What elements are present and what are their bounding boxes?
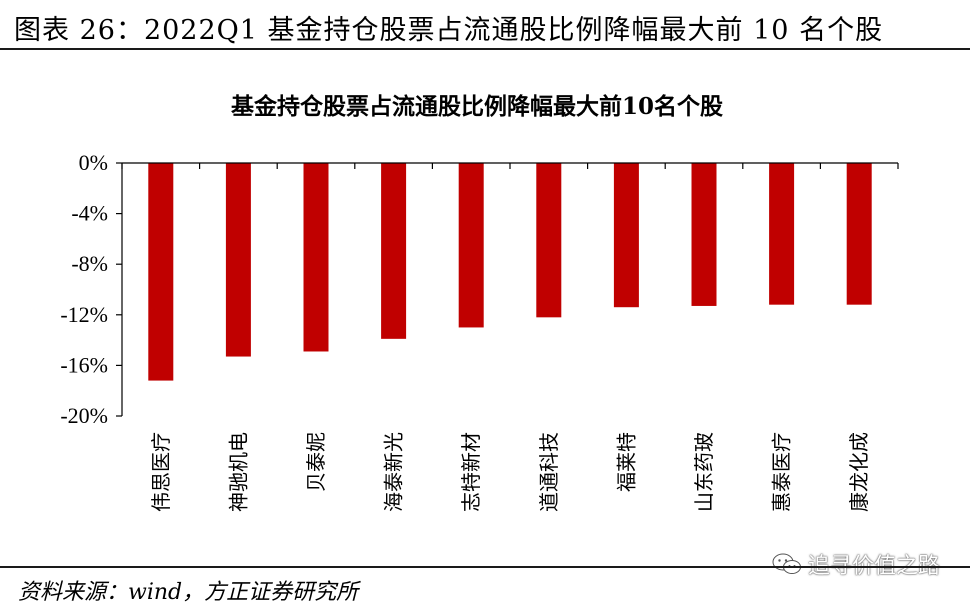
category-label: 志特新材 <box>459 432 483 512</box>
bars <box>148 163 872 381</box>
y-tick-label: -4% <box>71 201 108 226</box>
bar <box>225 163 251 357</box>
category-label: 贝泰妮 <box>304 432 328 492</box>
y-tick-label: -12% <box>60 302 108 327</box>
bar <box>148 163 174 381</box>
bar <box>613 163 639 308</box>
y-tick-label: -8% <box>71 251 108 276</box>
category-label: 道通科技 <box>537 432 561 512</box>
category-label: 神驰机电 <box>226 432 250 512</box>
category-label: 海泰新光 <box>382 432 406 512</box>
chart-title: 基金持仓股票占流通股比例降幅最大前10名个股 <box>231 93 723 120</box>
y-tick-label: 0% <box>79 150 108 175</box>
figure-label: 图表 26：2022Q1 基金持仓股票占流通股比例降幅最大前 10 名个股 <box>14 15 884 46</box>
y-ticks: 0% -4% -8% -12% -16% -20% <box>60 150 122 428</box>
figure-header: 图表 26：2022Q1 基金持仓股票占流通股比例降幅最大前 10 名个股 <box>0 0 970 50</box>
source-note: 资料来源：wind，方正证券研究所 <box>18 580 359 605</box>
bar <box>303 163 329 352</box>
bar <box>536 163 562 318</box>
x-tick-marks <box>121 163 899 169</box>
bar <box>691 163 717 306</box>
bar <box>458 163 484 328</box>
figure-footer: 资料来源：wind，方正证券研究所 <box>0 566 970 611</box>
bar <box>846 163 872 305</box>
category-label: 山东药玻 <box>692 432 716 512</box>
bar-chart: 基金持仓股票占流通股比例降幅最大前10名个股 0% -4% -8% -12% -16% -… <box>60 93 899 512</box>
bar <box>769 163 795 305</box>
bar <box>381 163 407 339</box>
category-label: 康龙化成 <box>847 432 871 512</box>
y-tick-label: -20% <box>60 403 108 428</box>
category-label: 福莱特 <box>614 432 638 492</box>
category-labels: 伟思医疗 神驰机电 贝泰妮 海泰新光 志特新材 道通科技 福莱特 山东药玻 惠泰医疗 康龙化成 <box>149 432 871 512</box>
y-tick-label: -16% <box>60 352 108 377</box>
category-label: 伟思医疗 <box>149 432 173 512</box>
category-label: 惠泰医疗 <box>770 432 794 512</box>
